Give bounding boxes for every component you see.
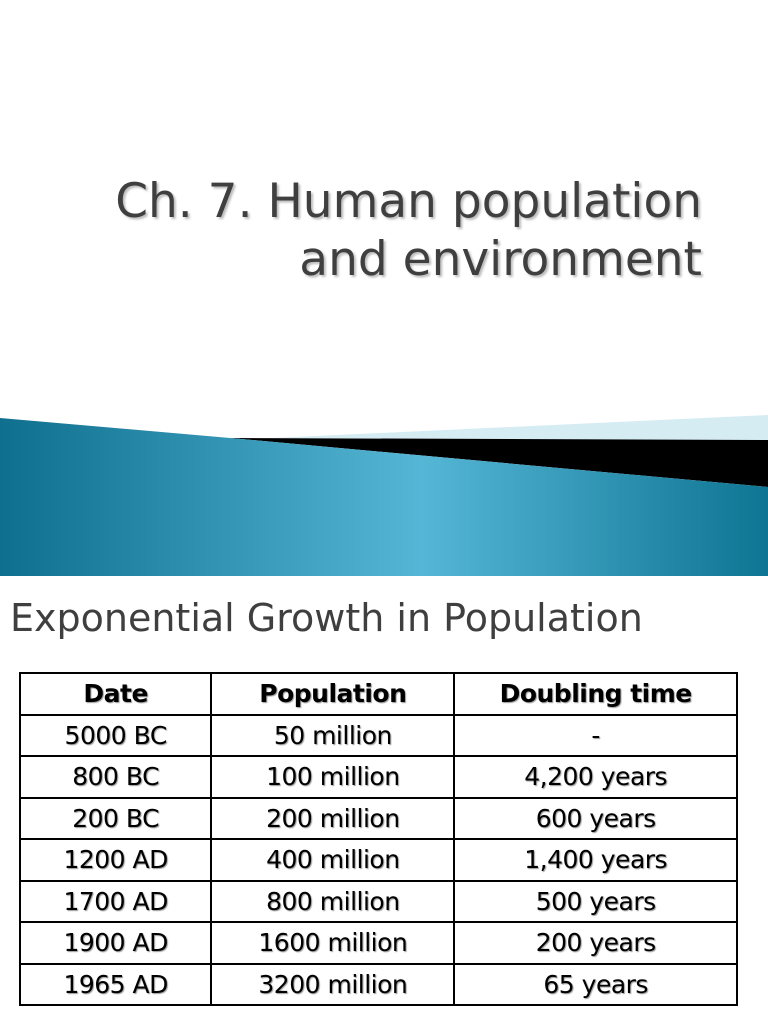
slide-title: Exponential Growth in Population [10, 596, 643, 640]
title-slide: Ch. 7. Human population and environment [0, 174, 768, 576]
slide-title-line: and environment [299, 232, 702, 287]
table-cell: 100 million [210, 755, 456, 799]
table-row: 1900 AD 1600 million 200 years [18, 921, 738, 965]
header-cell: Population [210, 672, 456, 716]
table-cell: 50 million [210, 713, 456, 757]
table-cell: 500 years [453, 879, 738, 923]
table-cell: 200 years [453, 921, 738, 965]
table-cell: 1965 AD [18, 962, 213, 1006]
population-table: Date Population Doubling time 5000 BC 50 mil… [18, 672, 738, 1006]
table-cell: 65 years [453, 962, 738, 1006]
table-cell: 4,200 years [453, 755, 738, 799]
header-cell: Doubling time [453, 672, 738, 716]
table-cell: - [453, 713, 738, 757]
table-row: 800 BC 100 million 4,200 years [18, 755, 738, 799]
wave-band [0, 415, 768, 576]
table-cell: 1900 AD [18, 921, 213, 965]
table-row: 5000 BC 50 million - [18, 713, 738, 757]
table-cell: 5000 BC [18, 713, 213, 757]
table-cell: 800 million [210, 879, 456, 923]
table-cell: 200 BC [18, 796, 213, 840]
table-cell: 1200 AD [18, 838, 213, 882]
header-row: Date Population Doubling time [18, 672, 738, 716]
table-cell: 800 BC [18, 755, 213, 799]
table-cell: 200 million [210, 796, 456, 840]
table-row: 200 BC 200 million 600 years [18, 796, 738, 840]
table-cell: 400 million [210, 838, 456, 882]
table-row: 1200 AD 400 million 1,400 years [18, 838, 738, 882]
table-row: 1965 AD 3200 million 65 years [18, 962, 738, 1006]
header-cell: Date [18, 672, 213, 716]
table-cell: 1700 AD [18, 879, 213, 923]
table-cell: 3200 million [210, 962, 456, 1006]
table-row: 1700 AD 800 million 500 years [18, 879, 738, 923]
table-cell: 1,400 years [453, 838, 738, 882]
table-cell: 600 years [453, 796, 738, 840]
table-cell: 1600 million [210, 921, 456, 965]
slide-title-line: Ch. 7. Human population [115, 174, 702, 229]
